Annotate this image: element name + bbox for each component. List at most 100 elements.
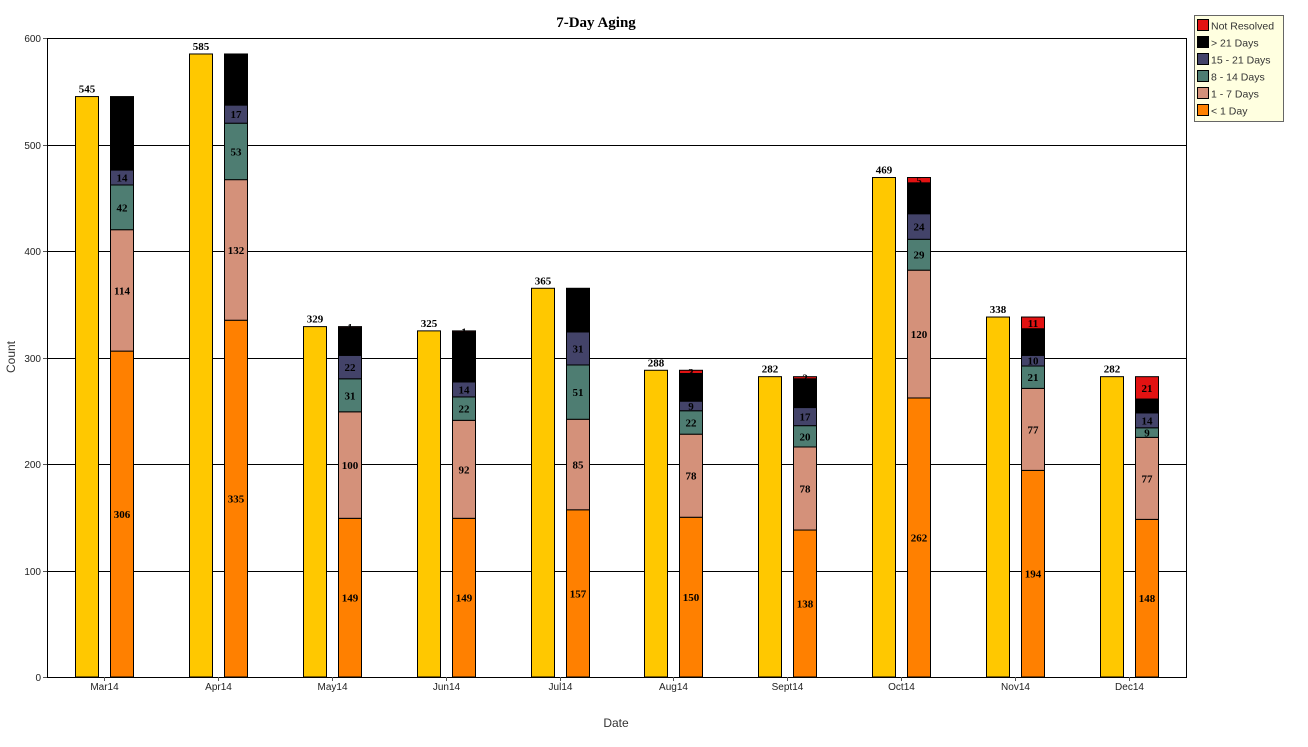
segment-label: 20 xyxy=(800,431,812,443)
total-bar-label: 338 xyxy=(990,304,1007,316)
segment-label: 22 xyxy=(345,362,357,374)
stacked-segment xyxy=(224,53,248,106)
legend-label: > 21 Days xyxy=(1211,38,1259,50)
segment-label: 335 xyxy=(228,494,245,506)
legend-swatch xyxy=(1197,19,1209,31)
total-bar-label: 325 xyxy=(421,318,438,330)
segment-label: 78 xyxy=(686,471,698,483)
segment-label: 1 xyxy=(347,322,353,334)
y-tick-label: 0 xyxy=(35,673,41,684)
total-bar-label: 282 xyxy=(762,364,779,376)
total-bar-label: 329 xyxy=(307,314,324,326)
segment-label: 51 xyxy=(573,387,584,399)
stacked-segment xyxy=(1021,316,1045,330)
total-bar-label: 365 xyxy=(535,275,552,287)
y-tick-label: 600 xyxy=(24,34,41,45)
legend-box xyxy=(1194,15,1284,122)
legend-item: > 21 Days xyxy=(1197,36,1259,50)
segment-label: 2 xyxy=(802,373,808,385)
segment-label: 9 xyxy=(688,401,694,413)
category-group: 288 150 78 22 9 26 3 xyxy=(644,357,703,678)
y-tick-label: 500 xyxy=(24,141,41,152)
total-bar xyxy=(75,96,99,678)
x-tick-label: Jun14 xyxy=(433,682,461,693)
x-tick-label: Oct14 xyxy=(888,682,915,693)
total-bar xyxy=(1100,376,1124,678)
segment-label: 5 xyxy=(916,175,922,187)
legend-label: 15 - 21 Days xyxy=(1211,55,1271,67)
segment-label: 114 xyxy=(114,285,130,297)
segment-label: 25 xyxy=(1028,337,1040,349)
total-bar xyxy=(644,369,668,678)
stacked-segment xyxy=(907,177,931,184)
legend-swatch xyxy=(1197,70,1209,82)
y-tick-label: 100 xyxy=(24,567,41,578)
x-tick-label: Apr14 xyxy=(205,682,232,693)
category-group: 329 149 100 31 22 26 1 xyxy=(303,314,362,678)
legend-item: 1 - 7 Days xyxy=(1197,87,1259,101)
segment-label: 78 xyxy=(800,483,812,495)
segment-label: 41 xyxy=(573,305,584,317)
total-bar-label: 288 xyxy=(648,357,665,369)
total-bar xyxy=(303,326,327,678)
category-group: 325 149 92 22 14 47 1 xyxy=(417,318,476,678)
segment-label: 262 xyxy=(911,532,928,544)
stacked-segment xyxy=(566,287,590,333)
category-group: 469 262 120 29 24 29 5 xyxy=(872,165,931,678)
legend-item: 8 - 14 Days xyxy=(1197,70,1265,84)
segment-label: 157 xyxy=(570,588,587,600)
total-bar xyxy=(986,316,1010,678)
segment-label: 14 xyxy=(459,384,471,396)
segment-label: 9 xyxy=(1144,428,1150,440)
x-tick-label: Jul14 xyxy=(549,682,573,693)
y-tick-label: 400 xyxy=(24,247,41,258)
x-tick-label: May14 xyxy=(317,682,347,693)
segment-label: 13 xyxy=(1142,401,1154,413)
y-tick-label: 300 xyxy=(24,354,41,365)
stacked-segment xyxy=(110,96,134,171)
category-group: 365 157 85 51 31 41 xyxy=(531,275,590,678)
x-axis: Mar14 Apr14 May14 Jun14 Jul14 Aug14 Sept14 Oct1… xyxy=(90,677,1144,693)
segment-label: 100 xyxy=(342,460,359,472)
legend-label: 8 - 14 Days xyxy=(1211,72,1265,84)
segment-label: 120 xyxy=(911,329,928,341)
legend-label: Not Resolved xyxy=(1211,21,1274,33)
segment-label: 17 xyxy=(800,412,812,424)
total-bar-label: 282 xyxy=(1104,364,1121,376)
segment-label: 53 xyxy=(231,146,243,158)
legend-item: < 1 Day xyxy=(1197,104,1248,118)
segment-label: 138 xyxy=(797,599,814,611)
x-tick-label: Sept14 xyxy=(772,682,804,693)
segment-label: 26 xyxy=(345,337,357,349)
segment-label: 22 xyxy=(686,417,698,429)
legend-swatch xyxy=(1197,87,1209,99)
segment-label: 77 xyxy=(1142,473,1154,485)
x-tick-label: Mar14 xyxy=(90,682,119,693)
stacked-segment xyxy=(452,330,476,333)
total-bar xyxy=(872,177,896,678)
category-group: 282 148 77 914 13 21 xyxy=(1100,364,1159,678)
segment-label: 194 xyxy=(1025,569,1042,581)
segment-label: 149 xyxy=(456,593,473,605)
segment-label: 29 xyxy=(914,250,926,262)
plot-frame xyxy=(47,38,1187,678)
segment-label: 11 xyxy=(1028,318,1038,330)
legend-swatch xyxy=(1197,36,1209,48)
segment-label: 24 xyxy=(914,222,926,234)
y-axis: 0 100 200 300 400 500 600 xyxy=(24,34,47,684)
segment-label: 29 xyxy=(914,193,926,205)
segment-label: 42 xyxy=(117,202,129,214)
y-axis-label: Count xyxy=(4,340,18,373)
segment-label: 69 xyxy=(117,128,129,140)
total-bar-label: 585 xyxy=(193,41,210,53)
x-axis-label: Date xyxy=(603,716,629,730)
segment-label: 21 xyxy=(1142,383,1153,395)
segment-label: 21 xyxy=(1028,372,1039,384)
total-bar xyxy=(417,330,441,678)
legend-swatch xyxy=(1197,53,1209,65)
segment-label: 150 xyxy=(683,592,700,604)
segment-label: 85 xyxy=(573,460,585,472)
chart-title: 7-Day Aging xyxy=(556,15,636,31)
legend-label: < 1 Day xyxy=(1211,106,1248,118)
segment-label: 3 xyxy=(688,367,694,379)
